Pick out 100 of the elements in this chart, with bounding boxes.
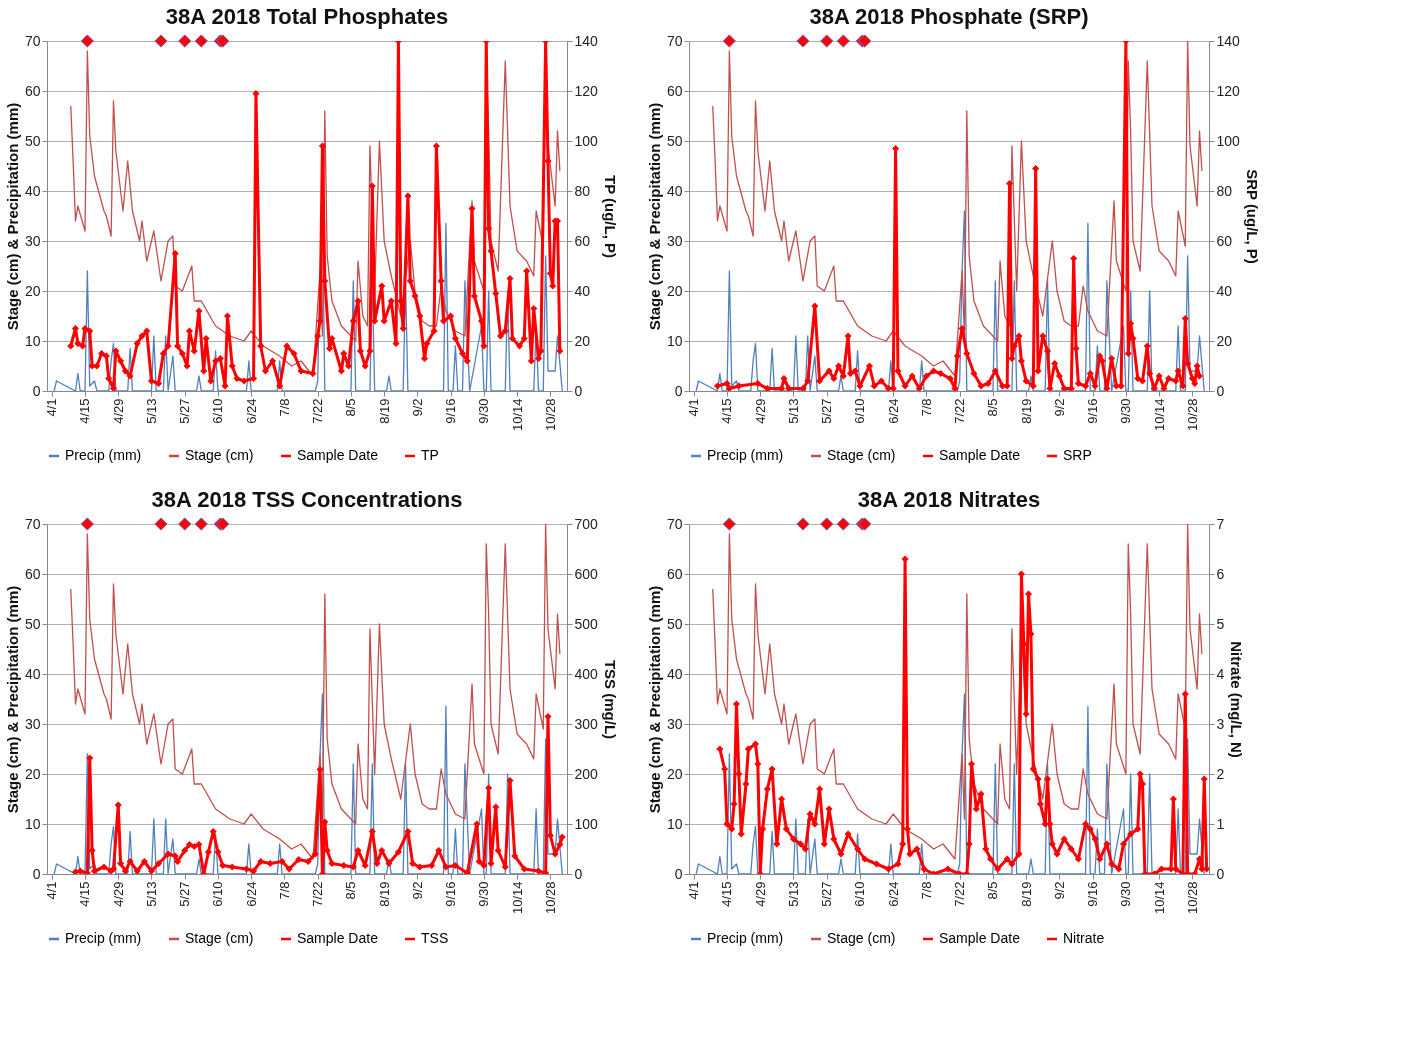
- y-tick-label: 20: [24, 765, 41, 782]
- y-tick-label: 10: [24, 332, 41, 349]
- x-tick-label: 4/29: [110, 398, 126, 424]
- y-tick-label: 40: [666, 665, 683, 682]
- y2-tick-label: 60: [574, 232, 591, 249]
- x-tick-label: 8/19: [1018, 398, 1034, 424]
- y2-tick-label: 0: [574, 382, 583, 399]
- x-tick-label: 4/29: [752, 398, 768, 424]
- y2-tick-label: 40: [1216, 282, 1233, 299]
- x-tick-label: 4/15: [77, 881, 93, 907]
- x-tick-label: 6/10: [210, 881, 226, 907]
- x-tick-label: 7/22: [952, 398, 968, 424]
- y-tick-label: 30: [24, 232, 41, 249]
- y2-axis-title: SRP (ug/L, P): [1243, 169, 1261, 264]
- chart-title: 38A 2018 Total Phosphates: [165, 3, 449, 29]
- x-tick-label: 7/22: [952, 881, 968, 907]
- x-tick-label: 8/5: [343, 398, 359, 417]
- x-tick-label: 4/15: [719, 881, 735, 907]
- y-tick-label: 60: [666, 565, 683, 582]
- y-tick-label: 60: [24, 565, 41, 582]
- y2-tick-label: 200: [574, 765, 599, 782]
- y-tick-label: 70: [24, 515, 41, 532]
- y2-tick-label: 1: [1216, 815, 1225, 832]
- x-tick-label: 9/16: [1085, 881, 1101, 907]
- y-tick-label: 30: [24, 715, 41, 732]
- x-tick-label: 10/28: [1184, 881, 1200, 915]
- y2-tick-label: 20: [574, 332, 591, 349]
- y2-tick-label: 40: [574, 282, 591, 299]
- x-tick-label: 9/2: [409, 881, 425, 900]
- x-tick-label: 10/28: [1184, 398, 1200, 432]
- legend-label: TSS: [421, 930, 449, 946]
- y2-tick-label: 80: [574, 182, 591, 199]
- y2-tick-label: 60: [1216, 232, 1233, 249]
- legend-label: Sample Date: [939, 447, 1021, 463]
- y-tick-label: 60: [24, 82, 41, 99]
- x-tick-label: 9/2: [1051, 881, 1067, 900]
- x-tick-label: 5/27: [819, 398, 835, 424]
- x-tick-label: 9/30: [1118, 881, 1134, 907]
- y2-tick-label: 300: [574, 715, 599, 732]
- y2-tick-label: 0: [1216, 382, 1225, 399]
- x-tick-label: 8/19: [1018, 881, 1034, 907]
- x-tick-label: 6/24: [885, 398, 901, 424]
- x-tick-label: 4/1: [44, 881, 60, 900]
- x-tick-label: 5/27: [819, 881, 835, 907]
- y-tick-label: 0: [32, 865, 41, 882]
- x-tick-label: 7/8: [918, 881, 934, 900]
- legend-label: Precip (mm): [707, 447, 784, 463]
- x-tick-label: 5/13: [785, 398, 801, 424]
- chart-title: 38A 2018 Phosphate (SRP): [809, 3, 1089, 29]
- x-tick-label: 6/10: [210, 398, 226, 424]
- x-tick-label: 7/8: [276, 398, 292, 417]
- x-tick-label: 8/5: [985, 881, 1001, 900]
- y2-axis-title: TSS (mg/L): [601, 659, 619, 740]
- y2-axis-title: TP (ug/L, P): [601, 174, 619, 259]
- y2-tick-label: 0: [574, 865, 583, 882]
- y-tick-label: 0: [32, 382, 41, 399]
- y-tick-label: 10: [24, 815, 41, 832]
- y-tick-label: 20: [24, 282, 41, 299]
- legend-label: TP: [421, 447, 439, 463]
- y2-tick-label: 6: [1216, 565, 1225, 582]
- x-tick-label: 5/27: [177, 398, 193, 424]
- x-tick-label: 4/1: [686, 398, 702, 417]
- x-tick-label: 8/5: [343, 881, 359, 900]
- y-axis-title: Stage (cm) & Precipitation (mm): [645, 102, 663, 331]
- x-tick-label: 6/10: [852, 398, 868, 424]
- y2-tick-label: 100: [1216, 132, 1241, 149]
- y2-tick-label: 7: [1216, 515, 1225, 532]
- legend-label: Nitrate: [1063, 930, 1105, 946]
- y2-tick-label: 4: [1216, 665, 1225, 682]
- y-axis-title: Stage (cm) & Precipitation (mm): [645, 585, 663, 814]
- y-tick-label: 40: [24, 665, 41, 682]
- x-tick-label: 7/8: [276, 881, 292, 900]
- y-tick-label: 50: [24, 615, 41, 632]
- x-tick-label: 6/10: [852, 881, 868, 907]
- x-tick-label: 10/14: [1151, 398, 1167, 432]
- x-tick-label: 6/24: [243, 881, 259, 907]
- y-tick-label: 30: [666, 715, 683, 732]
- x-tick-label: 9/2: [1051, 398, 1067, 417]
- x-tick-label: 7/8: [918, 398, 934, 417]
- x-tick-label: 4/15: [77, 398, 93, 424]
- x-tick-label: 7/22: [310, 881, 326, 907]
- x-tick-label: 10/14: [509, 398, 525, 432]
- y2-tick-label: 20: [1216, 332, 1233, 349]
- legend-label: Sample Date: [297, 447, 379, 463]
- legend-label: Sample Date: [297, 930, 379, 946]
- x-tick-label: 7/22: [310, 398, 326, 424]
- legend-label: Sample Date: [939, 930, 1021, 946]
- x-tick-label: 8/19: [376, 398, 392, 424]
- x-tick-label: 9/16: [1085, 398, 1101, 424]
- y-tick-label: 50: [24, 132, 41, 149]
- y-tick-label: 40: [24, 182, 41, 199]
- y2-tick-label: 600: [574, 565, 599, 582]
- y2-tick-label: 120: [1216, 82, 1241, 99]
- y-tick-label: 70: [666, 515, 683, 532]
- x-tick-label: 8/5: [985, 398, 1001, 417]
- x-tick-label: 9/30: [1118, 398, 1134, 424]
- y-tick-label: 70: [666, 32, 683, 49]
- legend-label: Stage (cm): [827, 930, 896, 946]
- y-tick-label: 50: [666, 132, 683, 149]
- x-tick-label: 9/30: [476, 881, 492, 907]
